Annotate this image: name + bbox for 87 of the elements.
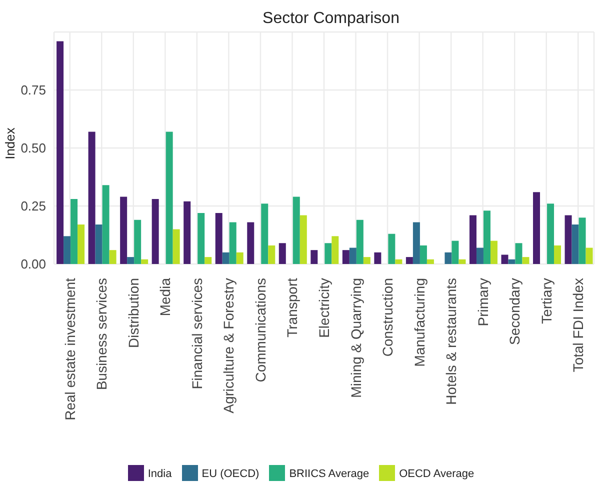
y-tick-label: 0.00 [20, 256, 46, 272]
bar [444, 252, 452, 264]
bar [222, 252, 230, 264]
bar [247, 222, 254, 264]
bar [134, 220, 142, 264]
bar [388, 234, 396, 264]
bar [204, 257, 212, 264]
bar [88, 132, 96, 264]
bar [261, 204, 268, 264]
bar [515, 243, 522, 264]
bar [458, 259, 466, 264]
bar [278, 243, 286, 264]
bar [469, 215, 476, 264]
bar [152, 199, 159, 264]
y-tick-label: 0.75 [20, 82, 46, 98]
bar [490, 240, 498, 264]
bar [547, 204, 554, 264]
bar [332, 236, 339, 264]
legend-label: OECD Average [399, 468, 474, 480]
bar [452, 240, 459, 264]
bar [166, 132, 173, 264]
bar [578, 218, 586, 264]
bar [268, 245, 276, 264]
bar [70, 199, 78, 264]
x-tick-label: Media [157, 278, 174, 316]
legend-label: EU (OECD) [202, 468, 260, 480]
bar [95, 224, 102, 264]
bar [324, 243, 332, 264]
x-tick-label: Financial services [188, 278, 205, 390]
bar [412, 222, 420, 264]
bar [586, 248, 593, 264]
x-tick-label: Construction [380, 278, 396, 357]
x-tick-label: Manufacturing [411, 278, 428, 367]
x-tick-label: Primary [474, 278, 491, 326]
bar [420, 245, 427, 264]
y-tick-label: 0.25 [20, 198, 46, 214]
bar [56, 41, 64, 264]
y-tick-label: 0.50 [20, 140, 46, 156]
bar [198, 212, 205, 264]
bar [363, 257, 370, 264]
x-tick-label: Mining & Quarrying [348, 278, 364, 398]
bar [236, 252, 244, 264]
bar [300, 215, 307, 264]
x-tick-label: Hotels & restaurants [443, 278, 460, 405]
bar [349, 248, 356, 264]
bar [426, 259, 434, 264]
bar [172, 229, 180, 264]
bar [554, 245, 562, 264]
x-tick-label: Real estate investment [62, 278, 78, 420]
bar [342, 250, 350, 264]
bar [356, 220, 364, 264]
x-tick-label: Transport [284, 278, 300, 338]
x-tick-label: Agriculture & Forestry [220, 278, 237, 414]
bar [483, 210, 490, 264]
x-tick-label: Communications [252, 278, 268, 382]
legend-label: BRIICS Average [289, 468, 370, 480]
bar [109, 250, 116, 264]
bar [533, 192, 540, 264]
bar [572, 224, 579, 264]
bar [184, 201, 191, 264]
y-axis-title: Index [2, 126, 18, 162]
bar [508, 259, 516, 264]
x-tick-label: Business services [94, 278, 110, 390]
bar [292, 196, 300, 264]
x-tick-label: Distribution [125, 278, 142, 348]
bar [127, 257, 134, 264]
x-tick-label: Tertiary [538, 278, 554, 324]
bar [120, 196, 128, 264]
bar [102, 185, 110, 264]
bar [215, 212, 222, 264]
bar [64, 236, 71, 264]
bar [229, 222, 236, 264]
bar [310, 250, 318, 264]
chart-title: Sector Comparison [262, 10, 400, 28]
bar [395, 259, 402, 264]
bar [141, 259, 148, 264]
bar [78, 224, 85, 264]
bar [406, 257, 413, 264]
bar [501, 254, 508, 264]
bar [522, 257, 530, 264]
bar [564, 215, 572, 264]
x-tick-label: Secondary [506, 278, 523, 345]
x-tick-label: Electricity [316, 278, 332, 338]
bar [476, 248, 484, 264]
legend-label: India [148, 468, 172, 480]
bar [374, 252, 382, 264]
x-tick-label: Total FDI Index [570, 278, 586, 372]
